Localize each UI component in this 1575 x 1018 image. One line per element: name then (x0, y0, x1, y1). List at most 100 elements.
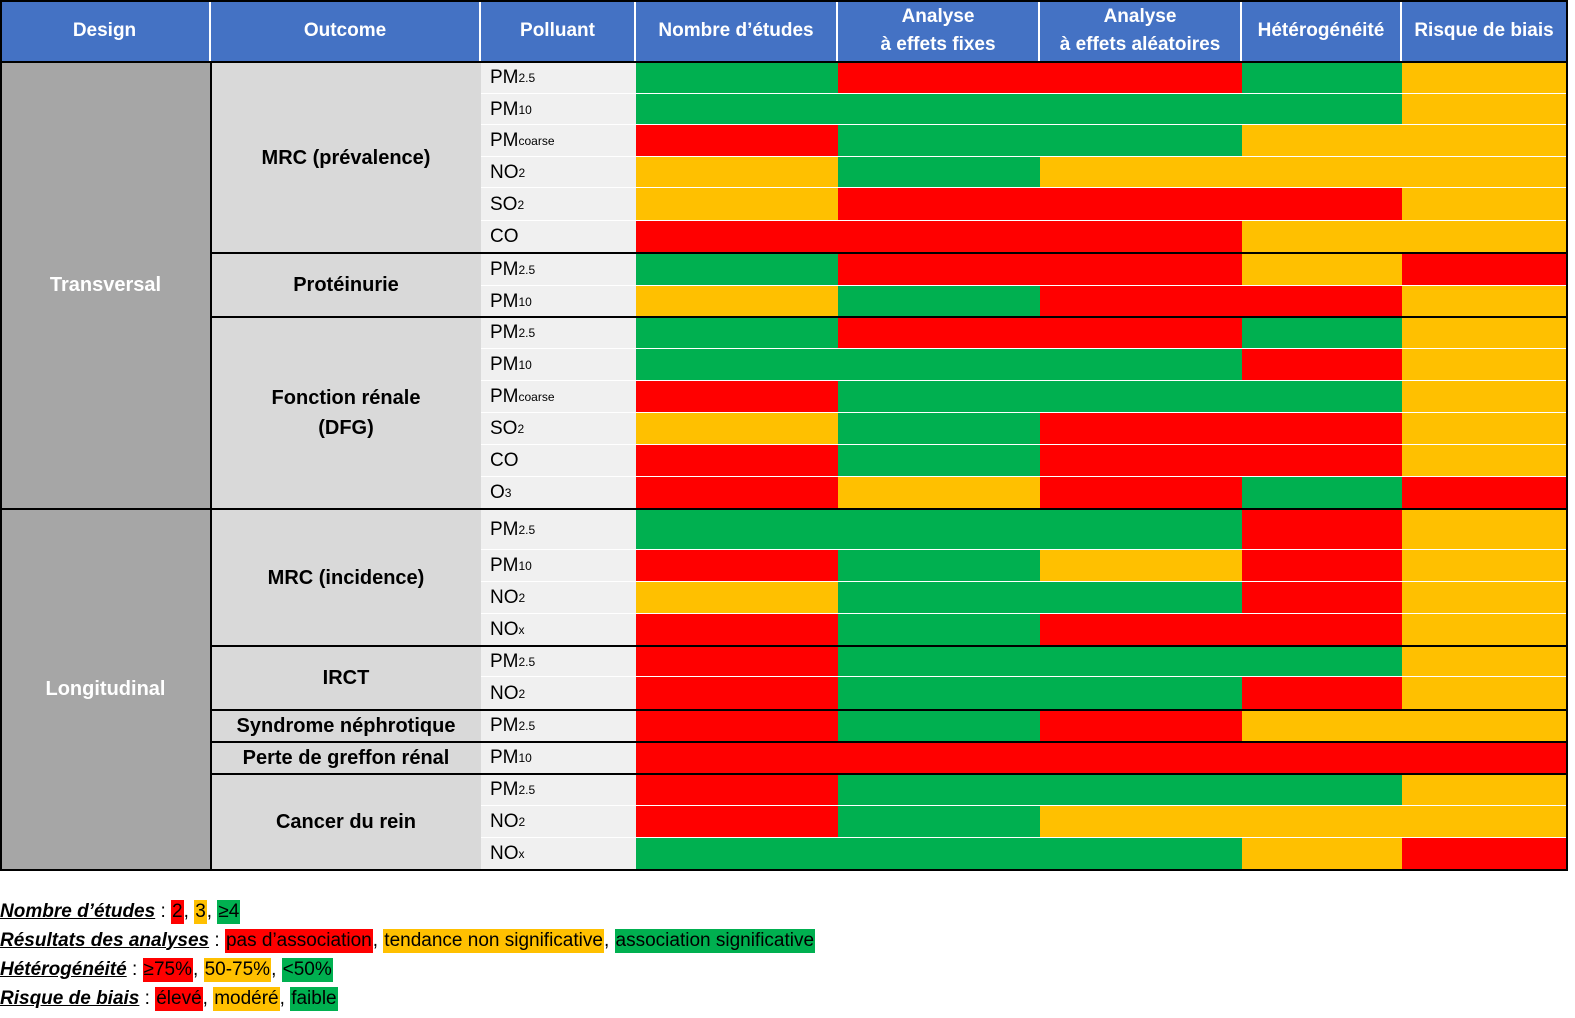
rating-nombre-etudes (636, 646, 838, 677)
rating-nombre-etudes (636, 806, 838, 838)
rating-effets-aleatoires (1040, 582, 1242, 614)
rating-risque-biais (1402, 677, 1568, 710)
rating-effets-fixes (838, 742, 1040, 774)
rating-heterogeneite (1242, 381, 1402, 413)
rating-effets-aleatoires (1040, 838, 1242, 870)
rating-heterogeneite (1242, 582, 1402, 614)
pollutant-cell: NO x (481, 614, 636, 646)
legend-chip-orange: 3 (194, 899, 207, 924)
rating-nombre-etudes (636, 550, 838, 582)
rating-heterogeneite (1242, 413, 1402, 445)
rating-risque-biais (1402, 62, 1568, 94)
rating-nombre-etudes (636, 253, 838, 286)
rating-nombre-etudes (636, 221, 838, 253)
rating-risque-biais (1402, 157, 1568, 188)
grid-line (0, 61, 1568, 63)
rating-nombre-etudes (636, 286, 838, 317)
rating-risque-biais (1402, 445, 1568, 477)
legend-chip-orange: 50-75% (203, 957, 272, 982)
pollutant-cell: PM 2.5 (481, 62, 636, 94)
pollutant-cell: PM 10 (481, 349, 636, 381)
summary-table: Design Outcome Polluant Nombre d’études Anal… (0, 0, 1568, 871)
rating-risque-biais (1402, 125, 1568, 157)
rating-risque-biais (1402, 509, 1568, 550)
pollutant-cell: PM 2.5 (481, 774, 636, 806)
pollutant-cell: NO 2 (481, 582, 636, 614)
grid-line (481, 476, 1568, 477)
legend-chip-green: faible (290, 986, 338, 1011)
grid-line (481, 613, 1568, 614)
rating-nombre-etudes (636, 477, 838, 509)
grid-line (481, 549, 1568, 550)
rating-nombre-etudes (636, 413, 838, 445)
pollutant-cell: PM 2.5 (481, 646, 636, 677)
grid-line (0, 0, 1568, 2)
legend-chip-green: association significative (614, 928, 816, 953)
legend-row-heterogeneite: Hétérogénéité : ≥75%, 50-75%, <50% (0, 957, 333, 982)
rating-effets-aleatoires (1040, 253, 1242, 286)
legend-row-resultats: Résultats des analyses : pas d’associati… (0, 928, 816, 953)
rating-risque-biais (1402, 413, 1568, 445)
outcome-perte-greffon: Perte de greffon rénal (211, 742, 481, 774)
rating-effets-fixes (838, 838, 1040, 870)
grid-line (481, 837, 1568, 838)
outcome-mrc-prevalence: MRC (prévalence) (211, 62, 481, 253)
rating-effets-fixes (838, 125, 1040, 157)
rating-risque-biais (1402, 646, 1568, 677)
pollutant-cell: PM 10 (481, 286, 636, 317)
rating-effets-fixes (838, 381, 1040, 413)
rating-risque-biais (1402, 381, 1568, 413)
pollutant-cell: PM 10 (481, 94, 636, 125)
grid-line (211, 741, 1568, 743)
rating-nombre-etudes (636, 509, 838, 550)
rating-risque-biais (1402, 94, 1568, 125)
rating-nombre-etudes (636, 614, 838, 646)
grid-line (0, 0, 2, 870)
rating-heterogeneite (1242, 614, 1402, 646)
outcome-mrc-incidence: MRC (incidence) (211, 509, 481, 646)
legend-title-nombre: Nombre d’études (0, 900, 156, 922)
rating-heterogeneite (1242, 157, 1402, 188)
rating-effets-aleatoires (1040, 445, 1242, 477)
rating-risque-biais (1402, 582, 1568, 614)
legend-chip-red: élevé (155, 986, 203, 1011)
rating-effets-aleatoires (1040, 509, 1242, 550)
rating-effets-aleatoires (1040, 188, 1242, 221)
rating-nombre-etudes (636, 445, 838, 477)
grid-line (0, 869, 1568, 871)
rating-effets-fixes (838, 550, 1040, 582)
rating-effets-fixes (838, 445, 1040, 477)
rating-heterogeneite (1242, 317, 1402, 349)
rating-risque-biais (1402, 188, 1568, 221)
rating-effets-fixes (838, 188, 1040, 221)
rating-effets-fixes (838, 413, 1040, 445)
rating-heterogeneite (1242, 286, 1402, 317)
legend-chip-green: <50% (281, 957, 333, 982)
legend-title-resultats: Résultats des analyses (0, 929, 210, 951)
rating-risque-biais (1402, 774, 1568, 806)
grid-line (481, 93, 1568, 94)
pollutant-cell: NO x (481, 838, 636, 870)
grid-line (481, 444, 1568, 445)
rating-effets-fixes (838, 286, 1040, 317)
rating-nombre-etudes (636, 317, 838, 349)
grid-line (481, 581, 1568, 582)
rating-effets-fixes (838, 253, 1040, 286)
legend-row-risque: Risque de biais : élevé, modéré, faible (0, 986, 338, 1011)
header-design: Design (0, 0, 211, 62)
rating-heterogeneite (1242, 253, 1402, 286)
rating-heterogeneite (1242, 94, 1402, 125)
rating-nombre-etudes (636, 742, 838, 774)
rating-effets-fixes (838, 614, 1040, 646)
grid-line (211, 709, 1568, 711)
rating-nombre-etudes (636, 157, 838, 188)
rating-effets-aleatoires (1040, 742, 1242, 774)
rating-risque-biais (1402, 317, 1568, 349)
rating-effets-aleatoires (1040, 157, 1242, 188)
rating-nombre-etudes (636, 125, 838, 157)
rating-effets-aleatoires (1040, 349, 1242, 381)
rating-nombre-etudes (636, 94, 838, 125)
grid-line (211, 773, 1568, 775)
grid-line (481, 220, 1568, 221)
